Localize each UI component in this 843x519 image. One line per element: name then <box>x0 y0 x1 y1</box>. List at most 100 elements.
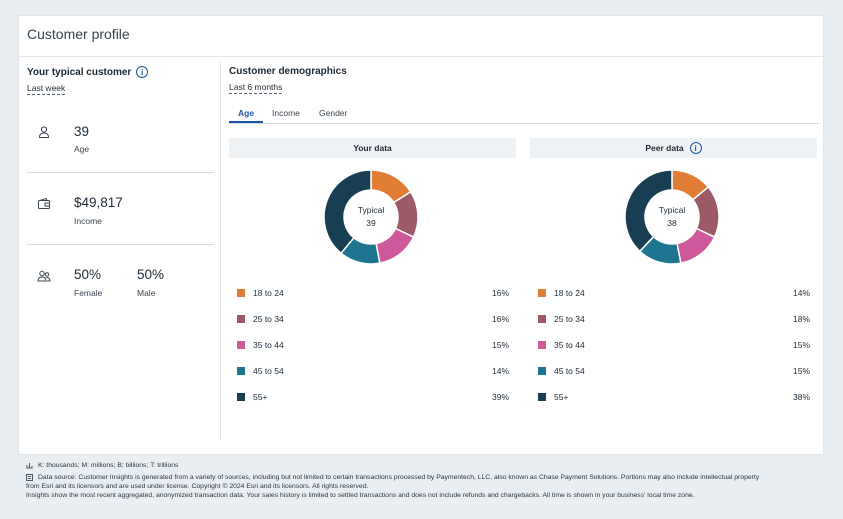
metric-divider <box>27 244 214 245</box>
legend-percent: 14% <box>792 288 810 298</box>
donut-center-title: Typical <box>358 205 385 215</box>
document-icon <box>26 474 33 481</box>
typical-customer-title: Your typical customer <box>27 66 132 78</box>
peer-data-donut-chart: Typical 38 <box>624 169 720 265</box>
donut-center-value: 39 <box>366 218 376 228</box>
page-title: Customer profile <box>27 26 130 42</box>
your-data-title: Your data <box>353 143 392 153</box>
title-divider <box>19 56 825 57</box>
legend-row: 55+ 38% <box>538 392 810 418</box>
info-icon[interactable]: i <box>689 142 702 154</box>
legend-swatch <box>237 289 245 297</box>
donut-slice-5[interactable] <box>624 169 673 253</box>
tab-income[interactable]: Income <box>272 108 300 118</box>
legend-row: 18 to 24 14% <box>538 288 810 314</box>
wallet-icon <box>38 197 50 209</box>
peer-data-title: Peer data <box>645 143 684 153</box>
your-data-panel: Your data Typical 39 18 to 24 16% 25 to … <box>229 138 516 402</box>
legend-percent: 14% <box>491 366 509 376</box>
donut-slice-5[interactable] <box>323 169 372 255</box>
your-data-legend: 18 to 24 16% 25 to 34 16% 35 to 44 15% 4… <box>237 288 509 418</box>
tab-age[interactable]: Age <box>238 108 255 118</box>
legend-percent: 18% <box>792 314 810 324</box>
legend-row: 45 to 54 15% <box>538 366 810 392</box>
legend-percent: 15% <box>792 340 810 350</box>
gender-metric: 50% Female 50% Male <box>27 245 214 317</box>
income-label: Income <box>74 216 102 226</box>
people-icon <box>37 270 51 282</box>
legend-label: 35 to 44 <box>554 340 585 350</box>
legend-label: 45 to 54 <box>253 366 284 376</box>
legend-percent: 38% <box>792 392 810 402</box>
demographics-tabs: Age Income Gender <box>229 106 819 124</box>
abbreviations-text: K: thousands; M: millions; B; billions; … <box>38 462 179 469</box>
section-divider <box>220 61 221 441</box>
income-metric: $49,817 Income <box>27 173 214 245</box>
legend-swatch <box>538 315 546 323</box>
male-value: 50% <box>137 267 165 282</box>
legend-row: 25 to 34 18% <box>538 314 810 340</box>
legend-swatch <box>237 341 245 349</box>
data-source-text-2: from Esri and its licensors and are used… <box>26 483 369 490</box>
metric-divider <box>27 172 214 173</box>
typical-customer-period-link[interactable]: Last week <box>27 83 66 95</box>
female-label: Female <box>74 288 103 298</box>
typical-customer-heading: Your typical customer i <box>27 66 214 78</box>
peer-data-legend: 18 to 24 14% 25 to 34 18% 35 to 44 15% 4… <box>538 288 810 418</box>
legend-label: 25 to 34 <box>554 314 585 324</box>
data-source-text-3: Insights show the most recent aggregated… <box>26 492 695 499</box>
age-label: Age <box>74 144 90 154</box>
legend-label: 55+ <box>253 392 268 402</box>
tab-gender[interactable]: Gender <box>319 108 348 118</box>
legend-percent: 39% <box>491 392 509 402</box>
legend-swatch <box>538 367 546 375</box>
legend-percent: 16% <box>491 314 509 324</box>
customer-demographics-section: Customer demographics Last 6 months Age … <box>229 66 819 402</box>
data-source-note: Data source: Customer Insights is genera… <box>26 473 826 482</box>
your-data-donut-chart: Typical 39 <box>323 169 419 265</box>
legend-row: 35 to 44 15% <box>237 340 509 366</box>
active-tab-indicator <box>229 121 263 123</box>
legend-row: 45 to 54 14% <box>237 366 509 392</box>
legend-percent: 16% <box>491 288 509 298</box>
your-data-header: Your data <box>229 138 516 158</box>
legend-label: 55+ <box>554 392 569 402</box>
legend-swatch <box>538 341 546 349</box>
age-metric: 39 Age <box>27 101 214 173</box>
typical-customer-section: Your typical customer i Last week 39 Age… <box>27 66 214 298</box>
donut-slice-3[interactable] <box>375 227 415 265</box>
donut-center-title: Typical <box>659 205 686 215</box>
legend-swatch <box>237 315 245 323</box>
legend-swatch <box>237 367 245 375</box>
legend-swatch <box>538 393 546 401</box>
peer-data-panel: Peer data i Typical 38 18 to 24 14% 25 t… <box>530 138 817 402</box>
info-icon[interactable]: i <box>136 66 149 78</box>
legend-label: 18 to 24 <box>253 288 284 298</box>
age-value: 39 <box>74 124 90 139</box>
male-label: Male <box>137 288 156 298</box>
peer-data-header: Peer data i <box>530 138 817 158</box>
legend-label: 35 to 44 <box>253 340 284 350</box>
legend-label: 25 to 34 <box>253 314 284 324</box>
abbreviations-note: K: thousands; M: millions; B; billions; … <box>26 461 826 470</box>
legend-swatch <box>237 393 245 401</box>
legend-percent: 15% <box>491 340 509 350</box>
female-value: 50% <box>74 267 102 282</box>
legend-row: 25 to 34 16% <box>237 314 509 340</box>
legend-row: 18 to 24 16% <box>237 288 509 314</box>
legend-row: 55+ 39% <box>237 392 509 418</box>
data-source-text: Data source: Customer Insights is genera… <box>38 474 760 481</box>
legend-swatch <box>538 289 546 297</box>
legend-row: 35 to 44 15% <box>538 340 810 366</box>
income-value: $49,817 <box>74 195 123 210</box>
scale-icon <box>26 463 33 469</box>
legend-percent: 15% <box>792 366 810 376</box>
donut-slice-3[interactable] <box>676 227 716 265</box>
donut-center-value: 38 <box>667 218 677 228</box>
customer-profile-card: Customer profile Your typical customer i… <box>18 15 825 455</box>
legend-label: 18 to 24 <box>554 288 585 298</box>
demographics-period-link[interactable]: Last 6 months <box>229 82 283 94</box>
person-icon <box>38 126 50 138</box>
demographics-title: Customer demographics <box>229 66 347 77</box>
legend-label: 45 to 54 <box>554 366 585 376</box>
